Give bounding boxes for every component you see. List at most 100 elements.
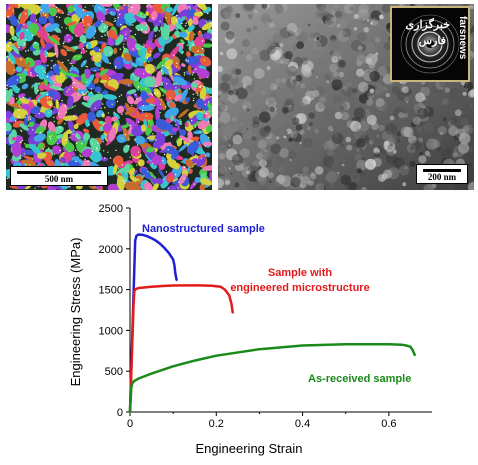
ebsd-grain bbox=[41, 95, 53, 102]
tem-grain bbox=[378, 145, 384, 151]
tem-grain bbox=[332, 71, 339, 77]
ebsd-boundary-dot bbox=[103, 150, 105, 152]
ebsd-boundary-dot bbox=[87, 91, 89, 93]
ebsd-grain bbox=[124, 181, 139, 190]
ebsd-boundary-dot bbox=[11, 62, 13, 64]
chart-annotation: engineered microstructure bbox=[230, 282, 369, 294]
ebsd-boundary-dot bbox=[115, 149, 117, 151]
tem-grain bbox=[415, 92, 425, 103]
ebsd-grain bbox=[105, 98, 116, 109]
ebsd-boundary-dot bbox=[66, 91, 68, 93]
ebsd-grain bbox=[70, 59, 76, 64]
tem-grain bbox=[469, 146, 474, 153]
tem-grain bbox=[440, 132, 443, 135]
ebsd-grain bbox=[16, 36, 27, 48]
ebsd-grain bbox=[140, 52, 146, 59]
tem-grain bbox=[376, 134, 380, 138]
ebsd-grain bbox=[125, 117, 137, 128]
tem-grain bbox=[345, 136, 352, 143]
ebsd-boundary-dot bbox=[47, 147, 50, 149]
ebsd-grain bbox=[131, 62, 138, 68]
tem-grain bbox=[244, 84, 254, 94]
tem-grain bbox=[411, 95, 415, 99]
ebsd-boundary-dot bbox=[147, 71, 150, 73]
tem-grain bbox=[253, 134, 257, 138]
ebsd-boundary-dot bbox=[146, 57, 149, 59]
ebsd-boundary-dot bbox=[19, 157, 22, 160]
ebsd-boundary-dot bbox=[208, 111, 211, 113]
ebsd-boundary-dot bbox=[136, 178, 138, 180]
ebsd-grain bbox=[99, 4, 113, 7]
ebsd-boundary-dot bbox=[198, 31, 201, 33]
tem-grain bbox=[361, 187, 367, 190]
ebsd-boundary-dot bbox=[185, 22, 187, 24]
ebsd-boundary-dot bbox=[73, 115, 75, 117]
ebsd-boundary-dot bbox=[138, 180, 140, 182]
chart-annotation: Nanostructured sample bbox=[142, 223, 265, 235]
ebsd-boundary-dot bbox=[144, 14, 146, 16]
ebsd-boundary-dot bbox=[180, 138, 182, 140]
ebsd-boundary-dot bbox=[167, 187, 169, 189]
ebsd-boundary-dot bbox=[185, 59, 187, 61]
tem-grain bbox=[316, 4, 326, 11]
ebsd-grain bbox=[205, 124, 212, 133]
ebsd-boundary-dot bbox=[11, 37, 13, 39]
tem-grain bbox=[359, 17, 364, 21]
ebsd-grain bbox=[118, 160, 133, 169]
ebsd-boundary-dot bbox=[151, 94, 154, 96]
ebsd-boundary-dot bbox=[72, 133, 74, 136]
ebsd-grain bbox=[65, 72, 79, 78]
tem-grain bbox=[341, 28, 352, 38]
ebsd-grain bbox=[171, 127, 178, 132]
tem-grain bbox=[290, 131, 298, 139]
ebsd-grain bbox=[100, 134, 106, 140]
ebsd-grain bbox=[85, 25, 97, 39]
tem-grain bbox=[448, 184, 455, 190]
tem-grain bbox=[275, 155, 284, 164]
ebsd-boundary-dot bbox=[48, 112, 50, 114]
ebsd-grain bbox=[186, 141, 200, 154]
tem-grain bbox=[263, 89, 267, 94]
ebsd-boundary-dot bbox=[75, 160, 77, 163]
ebsd-grain bbox=[9, 96, 15, 105]
ebsd-grain bbox=[81, 148, 93, 158]
tem-grain bbox=[247, 14, 251, 19]
tem-grain bbox=[315, 76, 318, 79]
tem-grain bbox=[324, 107, 334, 117]
ebsd-boundary-dot bbox=[121, 113, 123, 116]
ebsd-boundary-dot bbox=[128, 84, 130, 86]
tem-grain bbox=[423, 106, 434, 118]
ebsd-boundary-dot bbox=[120, 94, 123, 96]
y-tick-label: 1000 bbox=[99, 325, 123, 337]
ebsd-boundary-dot bbox=[49, 104, 52, 107]
ebsd-grain bbox=[152, 183, 159, 190]
ebsd-boundary-dot bbox=[101, 20, 103, 22]
ebsd-grain bbox=[6, 75, 21, 88]
ebsd-boundary-dot bbox=[131, 6, 133, 9]
tem-grain bbox=[444, 87, 451, 93]
tem-grain bbox=[353, 27, 358, 31]
tem-grain bbox=[218, 165, 227, 175]
tem-grain bbox=[381, 173, 389, 180]
ebsd-boundary-dot bbox=[202, 183, 204, 185]
ebsd-grain bbox=[180, 16, 186, 22]
ebsd-boundary-dot bbox=[201, 48, 204, 50]
ebsd-boundary-dot bbox=[57, 143, 59, 145]
ebsd-grain bbox=[144, 181, 153, 190]
tem-grain bbox=[462, 91, 467, 96]
ebsd-boundary-dot bbox=[18, 88, 21, 90]
ebsd-boundary-dot bbox=[119, 13, 121, 16]
ebsd-grain bbox=[179, 129, 187, 137]
y-tick-label: 2000 bbox=[99, 244, 123, 256]
ebsd-grain bbox=[43, 78, 48, 87]
ebsd-grain bbox=[48, 7, 57, 16]
ebsd-grain bbox=[73, 123, 79, 130]
ebsd-grain bbox=[185, 96, 191, 103]
tem-grain bbox=[366, 98, 374, 106]
ebsd-boundary-dot bbox=[26, 57, 28, 60]
ebsd-grain bbox=[177, 9, 188, 19]
ebsd-grain bbox=[76, 138, 88, 151]
ebsd-grain bbox=[49, 79, 54, 86]
ebsd-boundary-dot bbox=[69, 117, 71, 119]
ebsd-boundary-dot bbox=[7, 15, 9, 18]
